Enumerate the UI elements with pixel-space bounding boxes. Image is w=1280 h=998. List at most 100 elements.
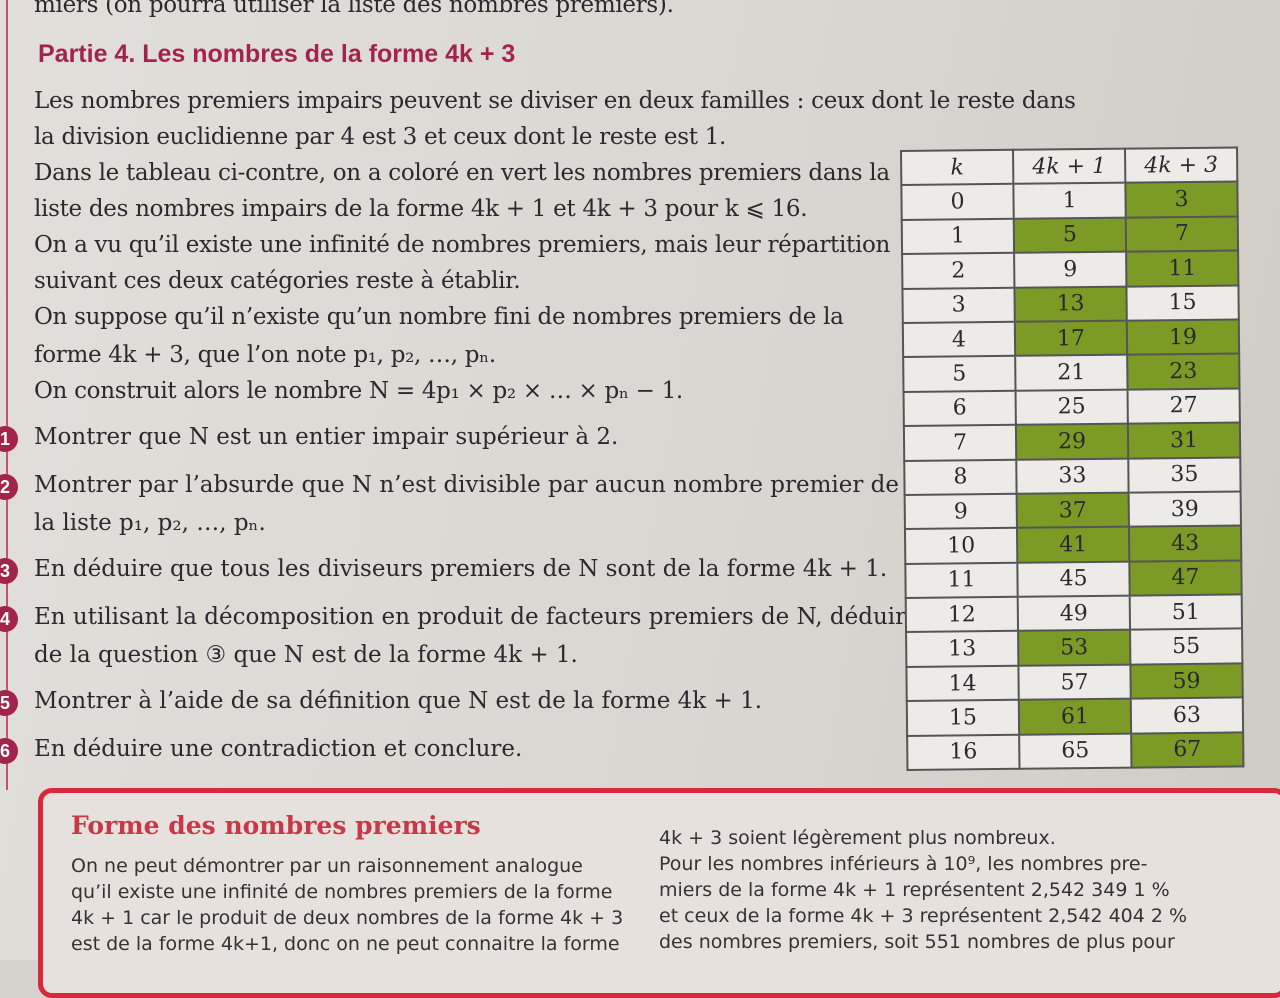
- table-cell: 8: [904, 459, 1017, 495]
- intro-line: Les nombres premiers impairs peuvent se …: [34, 88, 1076, 114]
- column-header: 4k + 3: [1124, 147, 1238, 184]
- previous-text: miers (on pourra utiliser la liste des n…: [34, 0, 674, 18]
- info-box-line: Pour les nombres inférieurs à 10⁹, les n…: [659, 853, 1148, 875]
- info-box: Forme des nombres premiers On ne peut dé…: [38, 788, 1280, 998]
- table-cell: 29: [1015, 423, 1129, 460]
- table-row: 11 45 47: [905, 560, 1242, 599]
- table-cell: 37: [1016, 492, 1129, 529]
- table-cell: 13: [1014, 286, 1127, 322]
- table-cell: 2: [902, 252, 1015, 289]
- table-cell: 59: [1130, 663, 1243, 699]
- table-cell: 14: [906, 665, 1019, 702]
- table-row: 6 25 27: [903, 388, 1240, 427]
- question-text: Montrer à l’aide de sa définition que N …: [34, 688, 763, 714]
- question-number-badge: 1: [0, 426, 18, 452]
- table-cell: 57: [1018, 664, 1131, 701]
- table-cell: 53: [1018, 630, 1131, 666]
- table-cell: 47: [1129, 560, 1242, 596]
- table-row: 12 49 51: [905, 594, 1243, 633]
- intro-line: la division euclidienne par 4 est 3 et c…: [34, 124, 727, 150]
- table-cell: 5: [1013, 217, 1127, 253]
- question-text: Montrer que N est un entier impair supér…: [34, 424, 619, 450]
- table-cell: 55: [1130, 628, 1243, 665]
- table-cell: 33: [1016, 458, 1129, 494]
- table-cell: 7: [1125, 216, 1239, 252]
- table-row: 2 9 11: [902, 250, 1239, 289]
- info-box-line: 4k + 1 car le produit de deux nombres de…: [71, 907, 624, 929]
- table-cell: 51: [1129, 594, 1243, 631]
- info-box-line: miers de la forme 4k + 1 représentent 2,…: [659, 879, 1170, 901]
- info-box-line: et ceux de la forme 4k + 3 représentent …: [659, 905, 1188, 927]
- table-cell: 21: [1015, 354, 1128, 391]
- question-number-badge: 2: [0, 474, 18, 500]
- table-cell: 31: [1127, 422, 1241, 459]
- table-row: 3 13 15: [902, 285, 1239, 323]
- table-cell: 5: [903, 356, 1016, 392]
- table-cell: 49: [1017, 595, 1131, 632]
- question-number-badge: 6: [0, 738, 18, 764]
- question-text: Montrer par l’absurde que N n’est divisi…: [34, 472, 899, 498]
- question-number-badge: 4: [0, 606, 18, 632]
- question-text: la liste p₁, p₂, …, pₙ.: [34, 510, 266, 536]
- table-cell: 0: [901, 184, 1014, 220]
- table-cell: 13: [906, 631, 1019, 667]
- table-row: 16 65 67: [907, 732, 1244, 770]
- table-cell: 43: [1128, 525, 1242, 562]
- table-row: 15 61 63: [906, 697, 1244, 736]
- table-cell: 27: [1127, 388, 1240, 424]
- table-row: 4 17 19: [902, 319, 1240, 358]
- intro-line: liste des nombres impairs de la forme 4k…: [34, 196, 808, 222]
- table-cell: 19: [1126, 319, 1240, 355]
- table-row: 14 57 59: [906, 663, 1243, 702]
- table-cell: 9: [904, 493, 1017, 530]
- table-cell: 61: [1018, 698, 1132, 735]
- info-box-title: Forme des nombres premiers: [71, 811, 481, 840]
- table-cell: 39: [1128, 491, 1241, 527]
- table-row: 5 21 23: [903, 353, 1240, 392]
- intro-line: On suppose qu’il n’existe qu’un nombre f…: [34, 304, 844, 330]
- table-cell: 17: [1014, 320, 1128, 357]
- table-cell: 12: [905, 596, 1019, 633]
- prime-table: k 4k + 1 4k + 3 0 1 3 1 5 7 2 9 11 3 13 15 4 17 19 5 21 23 6 2…: [900, 146, 1244, 771]
- intro-line: forme 4k + 3, que l’on note p₁, p₂, …, p…: [34, 342, 496, 368]
- table-cell: 7: [903, 424, 1017, 461]
- question-text: En déduire que tous les diviseurs premie…: [34, 556, 888, 582]
- table-cell: 3: [902, 287, 1015, 323]
- info-box-line: qu’il existe une infinité de nombres pre…: [71, 881, 613, 903]
- section-title: Partie 4. Les nombres de la forme 4k + 3: [38, 40, 516, 68]
- question-text: de la question ③ que N est de la forme 4…: [34, 642, 578, 668]
- intro-line: On a vu qu’il existe une infinité de nom…: [34, 232, 891, 258]
- question-text: En utilisant la décomposition en produit…: [34, 604, 920, 630]
- table-cell: 15: [1126, 285, 1239, 321]
- table-cell: 15: [906, 700, 1020, 736]
- table-cell: 63: [1130, 697, 1244, 734]
- table-cell: 25: [1015, 389, 1128, 425]
- table-cell: 45: [1017, 561, 1130, 597]
- table-cell: 9: [1014, 251, 1127, 288]
- table-cell: 41: [1016, 526, 1130, 563]
- info-box-line: des nombres premiers, soit 551 nombres d…: [659, 931, 1175, 953]
- question-number-badge: 5: [0, 690, 18, 716]
- table-row: 13 53 55: [906, 628, 1243, 667]
- column-header: 4k + 1: [1013, 148, 1126, 185]
- table-row: 10 41 43: [904, 525, 1242, 564]
- table-cell: 16: [907, 734, 1020, 770]
- table-cell: 65: [1019, 733, 1132, 769]
- table-header-row: k 4k + 1 4k + 3: [901, 147, 1238, 186]
- table-row: 8 33 35: [904, 456, 1241, 495]
- intro-line: Dans le tableau ci-contre, on a coloré e…: [34, 160, 890, 186]
- table-cell: 67: [1131, 732, 1244, 768]
- table-cell: 10: [904, 528, 1018, 564]
- table-cell: 35: [1128, 456, 1241, 493]
- table-row: 9 37 39: [904, 491, 1241, 530]
- intro-line: On construit alors le nombre N = 4p₁ × p…: [34, 378, 683, 404]
- table-cell: 1: [901, 218, 1015, 255]
- info-box-line: 4k + 3 soient légèrement plus nombreux.: [659, 827, 1056, 849]
- margin-rule: [6, 0, 8, 790]
- table-cell: 11: [905, 562, 1018, 599]
- table-cell: 4: [902, 321, 1016, 358]
- table-cell: 1: [1013, 183, 1126, 219]
